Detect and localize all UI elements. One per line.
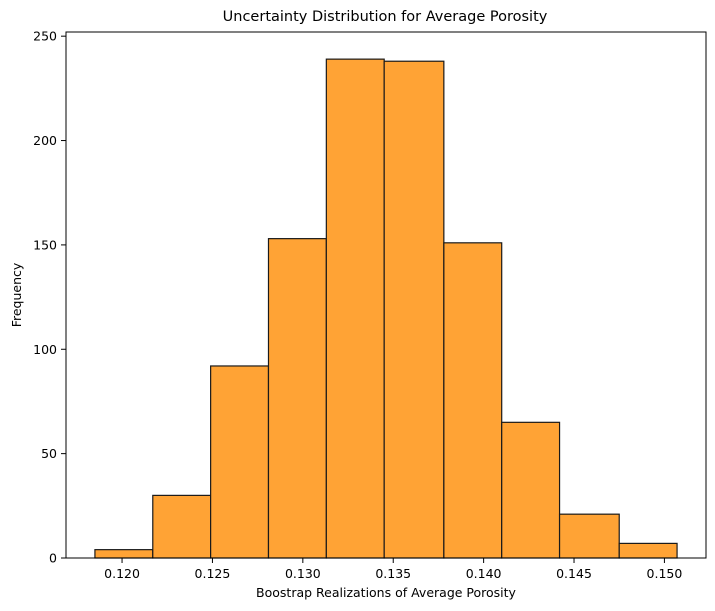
histogram-bar — [443, 242, 503, 559]
histogram-bar — [325, 58, 385, 559]
x-tick-label: 0.125 — [195, 566, 231, 581]
histogram-bar — [558, 513, 620, 559]
histogram-bar — [618, 542, 678, 559]
histogram-bar — [267, 238, 327, 559]
histogram-bar — [152, 494, 212, 559]
x-tick-label: 0.140 — [466, 566, 502, 581]
y-tick-label: 200 — [33, 133, 57, 148]
y-axis-ticks: 0 50 100 150 200 250 — [33, 29, 66, 566]
histogram-bar — [210, 365, 270, 559]
histogram-bar — [501, 421, 561, 559]
x-axis-ticks: 0.120 0.125 0.130 0.135 0.140 0.145 0.150 — [104, 558, 682, 581]
y-tick-label: 150 — [33, 237, 57, 252]
y-tick-label: 0 — [49, 551, 57, 566]
x-tick-label: 0.120 — [104, 566, 140, 581]
plot-frame — [65, 31, 707, 559]
histogram-bar — [94, 549, 154, 559]
x-axis-label: Boostrap Realizations of Average Porosit… — [256, 585, 517, 600]
x-tick-label: 0.150 — [647, 566, 683, 581]
y-axis-label: Frequency — [9, 262, 24, 327]
y-tick-label: 250 — [33, 29, 57, 44]
chart-title: Uncertainty Distribution for Average Por… — [223, 9, 548, 25]
x-tick-label: 0.145 — [556, 566, 592, 581]
x-tick-label: 0.130 — [285, 566, 321, 581]
bars-group — [94, 58, 678, 559]
y-tick-label: 50 — [41, 446, 57, 461]
y-tick-label: 100 — [33, 342, 57, 357]
x-tick-label: 0.135 — [375, 566, 411, 581]
histogram-bar — [383, 60, 445, 559]
